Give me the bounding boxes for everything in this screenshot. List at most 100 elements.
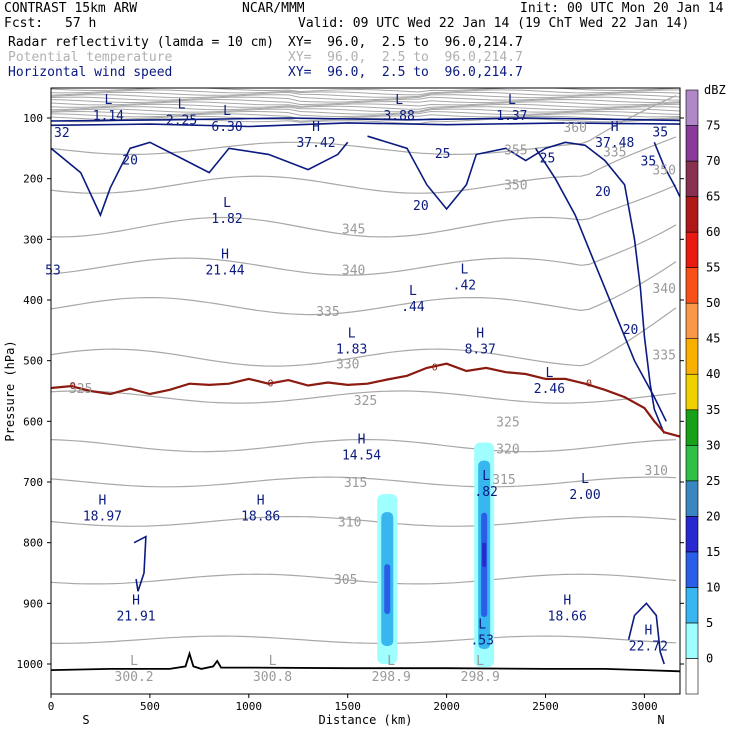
theta-label: 335	[316, 305, 339, 320]
colorbar-level-label: 60	[706, 225, 720, 239]
wind-speed-label: 35	[641, 154, 657, 169]
extremum-value: 1.82	[211, 212, 242, 227]
theta-contour-line	[51, 438, 677, 453]
theta-label: 325	[354, 394, 377, 409]
reflectivity-columns	[377, 442, 495, 668]
colorbar-bin	[685, 587, 699, 624]
x-tick-label: 3000	[631, 700, 658, 713]
zero-wind-label: 0	[70, 381, 76, 392]
colorbar-level-label: 25	[706, 474, 720, 488]
extremum-value: 1.37	[496, 109, 527, 124]
x-tick-label: 500	[140, 700, 160, 713]
colorbar-unit: dBZ	[704, 83, 726, 97]
theta-label: 335	[603, 145, 626, 160]
extremum-value: 2.25	[166, 114, 197, 129]
extremum-value: 2.00	[569, 488, 600, 503]
colorbar: 0 5 10 15 20 25 30 35 40 45 50 55 60 65 70 75 dBZ	[685, 83, 726, 695]
extremum-marker: L	[476, 654, 484, 669]
extremum-marker: H	[358, 433, 366, 448]
y-axis-label: Pressure (hPa)	[3, 340, 17, 441]
y-tick-label: 800	[23, 537, 43, 550]
extremum-marker: L	[460, 263, 468, 278]
field-name-theta: Potential temperature	[8, 50, 173, 65]
theta-contour-line	[51, 101, 680, 107]
colorbar-bin	[685, 622, 699, 659]
theta-contour-line	[51, 91, 680, 98]
extremum-marker: L	[581, 472, 589, 487]
extremum-marker: H	[312, 120, 320, 135]
theta-contour-line	[51, 108, 680, 115]
theta-label: 340	[652, 282, 675, 297]
extremum-marker: L	[395, 93, 403, 108]
extremum-marker: L	[223, 196, 231, 211]
theta-label: 340	[342, 264, 365, 279]
wind-contour-line	[534, 147, 667, 422]
wind-contour-line	[653, 141, 680, 198]
extremum-value: 21.91	[116, 609, 155, 624]
wind-speed-label: 25	[540, 151, 556, 166]
y-tick-label: 1000	[17, 658, 44, 671]
y-tick-label: 900	[23, 597, 43, 610]
extremum-marker: L	[130, 654, 138, 669]
colorbar-level-label: 10	[706, 580, 720, 594]
field-name-wind: Horizontal wind speed	[8, 65, 173, 80]
extremum-value: 18.97	[83, 509, 122, 524]
theta-contour-line	[51, 103, 680, 110]
extremum-marker: H	[563, 593, 571, 608]
extremum-marker: H	[257, 493, 265, 508]
colorbar-bin	[685, 409, 699, 446]
extremum-value: 6.30	[211, 120, 242, 135]
theta-contour-line	[51, 89, 680, 96]
extremum-marker: H	[221, 248, 229, 263]
theta-label: 335	[652, 349, 675, 364]
wind-speed-label: 53	[45, 264, 61, 279]
extremum-value: 3.88	[383, 109, 414, 124]
extremum-value: 18.66	[548, 609, 587, 624]
x-end-left: S	[82, 713, 89, 727]
x-tick-label: 0	[48, 700, 55, 713]
wind-speed-label: 25	[435, 147, 451, 162]
theta-contour-line	[51, 115, 680, 122]
extremum-value: 18.86	[241, 509, 280, 524]
colorbar-bin	[685, 196, 699, 233]
extremum-marker: L	[178, 98, 186, 113]
reflectivity-15dbz	[384, 564, 391, 614]
field-xy-theta: XY= 96.0, 2.5 to 96.0,214.7	[288, 50, 523, 65]
theta-contour-line	[51, 118, 680, 125]
extremum-marker: L	[269, 654, 277, 669]
theta-label: 345	[342, 222, 365, 237]
valid-time: Valid: 09 UTC Wed 22 Jan 14 (19 ChT Wed …	[298, 16, 690, 31]
theta-contour-line	[51, 307, 677, 367]
wind-speed-label: 20	[595, 185, 611, 200]
colorbar-level-label: 65	[706, 190, 720, 204]
colorbar-bin	[685, 231, 699, 268]
wind-contour-line	[133, 535, 147, 592]
colorbar-bin	[685, 373, 699, 411]
wind-speed-label: 20	[413, 199, 429, 214]
colorbar-bin	[685, 658, 699, 695]
extremum-marker: H	[611, 120, 619, 135]
extremum-value: 298.9	[461, 670, 500, 685]
extremum-marker: H	[99, 493, 107, 508]
theta-label: 305	[334, 573, 357, 588]
colorbar-level-label: 30	[706, 438, 720, 452]
plot-background	[51, 88, 680, 694]
theta-contour-line	[51, 516, 677, 527]
extremum-marker: L	[482, 469, 490, 484]
zero-wind-label: 0	[432, 362, 438, 373]
colorbar-level-label: 50	[706, 296, 720, 310]
colorbar-level-label: 55	[706, 261, 720, 275]
extremum-marker: L	[348, 326, 356, 341]
theta-label: 325	[69, 382, 92, 397]
colorbar-bin	[685, 267, 699, 304]
center-title: NCAR/MMM	[242, 1, 305, 16]
colorbar-bin	[685, 89, 699, 126]
colorbar-level-label: 15	[706, 545, 720, 559]
colorbar-bin	[685, 480, 699, 517]
init-time: Init: 00 UTC Mon 20 Jan 14	[520, 1, 724, 16]
wind-contours	[51, 117, 680, 665]
theta-label: 350	[504, 179, 527, 194]
colorbar-level-label: 45	[706, 332, 720, 346]
colorbar-level-label: 75	[706, 119, 720, 133]
theta-contour-line	[51, 635, 677, 645]
